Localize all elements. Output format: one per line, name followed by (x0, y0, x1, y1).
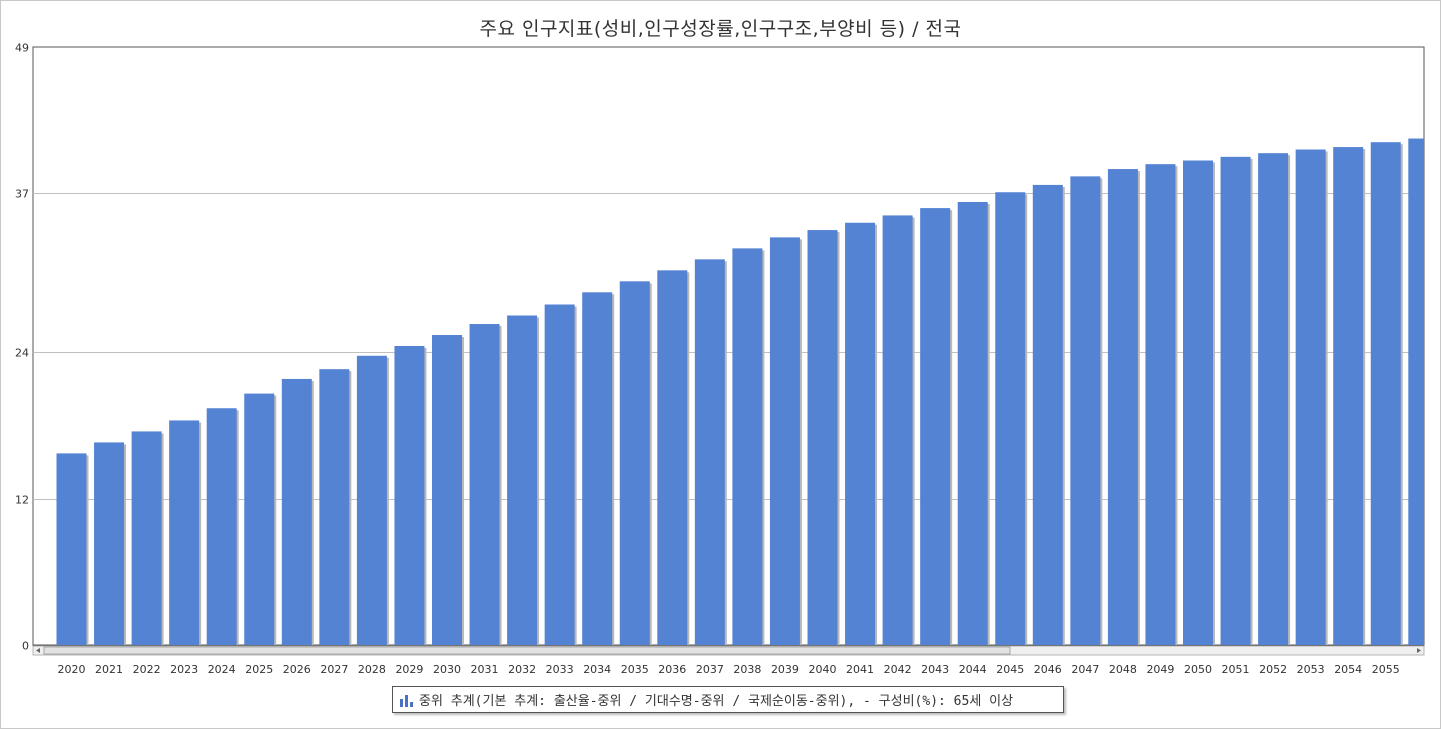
x-tick-label: 2049 (1146, 663, 1174, 676)
bar-2055 (1370, 142, 1401, 645)
y-tick-label: 49 (15, 42, 29, 55)
bar-2056 (1408, 138, 1424, 645)
x-tick-label: 2046 (1034, 663, 1062, 676)
x-tick-label: 2035 (621, 663, 649, 676)
x-tick-label: 2033 (546, 663, 574, 676)
y-tick-label: 12 (15, 494, 29, 507)
y-tick-label: 24 (15, 347, 29, 360)
bar-2052 (1258, 153, 1289, 645)
x-tick-label: 2024 (208, 663, 236, 676)
bar-2045 (995, 192, 1026, 645)
bar-2022 (131, 431, 162, 645)
bar-2024 (206, 408, 237, 645)
bar-2054 (1333, 147, 1364, 645)
x-tick-label: 2027 (320, 663, 348, 676)
gridlines (32, 46, 1425, 646)
bar-2036 (657, 270, 688, 645)
x-tick-label: 2031 (471, 663, 499, 676)
bar-2050 (1183, 160, 1213, 645)
bar-2033 (544, 304, 575, 645)
scrollbar-thumb[interactable] (43, 646, 1011, 655)
x-tick-label: 2036 (658, 663, 686, 676)
x-tick-label: 2022 (133, 663, 161, 676)
bar-2025 (244, 393, 275, 645)
bar-2038 (732, 248, 763, 645)
bar-2044 (957, 201, 988, 645)
x-tick-label: 2023 (170, 663, 198, 676)
plot-area-border (32, 46, 1425, 646)
x-tick-label: 2047 (1071, 663, 1099, 676)
scroll-left-arrow-icon[interactable] (36, 648, 40, 653)
bar-2029 (394, 346, 425, 645)
bar-2028 (356, 355, 387, 645)
x-tick-label: 2020 (58, 663, 86, 676)
x-tick-label: 2040 (809, 663, 837, 676)
x-tick-label: 2043 (921, 663, 949, 676)
x-tick-label: 2045 (996, 663, 1024, 676)
x-tick-label: 2039 (771, 663, 799, 676)
bar-2053 (1295, 149, 1326, 645)
x-tick-label: 2029 (395, 663, 423, 676)
bar-2049 (1145, 164, 1176, 645)
bar-chart-icon (400, 694, 413, 707)
x-tick-label: 2051 (1222, 663, 1250, 676)
bar-2042 (882, 215, 913, 645)
y-tick-label: 0 (22, 640, 29, 653)
bar-2021 (94, 442, 125, 645)
bar-2037 (694, 259, 725, 645)
x-tick-label: 2050 (1184, 663, 1212, 676)
chart-title: 주요 인구지표(성비,인구성장률,인구구조,부양비 등) / 전국 (479, 18, 962, 40)
x-tick-label: 2054 (1334, 663, 1362, 676)
bar-2032 (507, 315, 538, 645)
legend: 중위 추계(기본 추계: 출산율-중위 / 기대수명-중위 / 국제순이동-중위… (392, 686, 1064, 713)
bar-2046 (1032, 184, 1063, 645)
x-tick-label: 2030 (433, 663, 461, 676)
horizontal-scrollbar[interactable] (32, 645, 1425, 656)
x-tick-label: 2037 (696, 663, 724, 676)
x-tick-label: 2032 (508, 663, 536, 676)
x-tick-label: 2053 (1297, 663, 1325, 676)
x-tick-label: 2055 (1372, 663, 1400, 676)
bar-2048 (1107, 169, 1138, 645)
bar-2051 (1220, 156, 1251, 645)
x-tick-label: 2038 (733, 663, 761, 676)
bar-2041 (845, 222, 876, 645)
bar-2039 (769, 237, 800, 645)
bar-2040 (807, 230, 838, 645)
x-tick-label: 2052 (1259, 663, 1287, 676)
legend-label: 중위 추계(기본 추계: 출산율-중위 / 기대수명-중위 / 국제순이동-중위… (419, 694, 1014, 709)
bar-2020 (56, 453, 87, 645)
bar-2034 (582, 292, 613, 645)
x-tick-label: 2034 (583, 663, 611, 676)
bar-2027 (319, 369, 350, 645)
tick-labels: 0 12 24 37 49 2020 2021 2022 2023 2024 2025 2026 202… (15, 42, 1400, 677)
x-tick-label: 2048 (1109, 663, 1137, 676)
x-tick-label: 2042 (884, 663, 912, 676)
x-tick-label: 2025 (245, 663, 273, 676)
y-tick-label: 37 (15, 188, 29, 201)
bar-2031 (469, 324, 500, 645)
bar-2047 (1070, 176, 1101, 645)
x-tick-label: 2021 (95, 663, 123, 676)
bars (56, 138, 1424, 645)
bar-2035 (619, 281, 650, 645)
x-tick-label: 2044 (959, 663, 987, 676)
x-tick-label: 2041 (846, 663, 874, 676)
bar-2026 (281, 378, 312, 645)
scroll-right-arrow-icon[interactable] (1417, 648, 1421, 653)
bar-2030 (432, 335, 462, 645)
bar-2023 (169, 420, 200, 645)
x-tick-label: 2028 (358, 663, 386, 676)
bar-2043 (920, 208, 951, 645)
x-tick-label: 2026 (283, 663, 311, 676)
